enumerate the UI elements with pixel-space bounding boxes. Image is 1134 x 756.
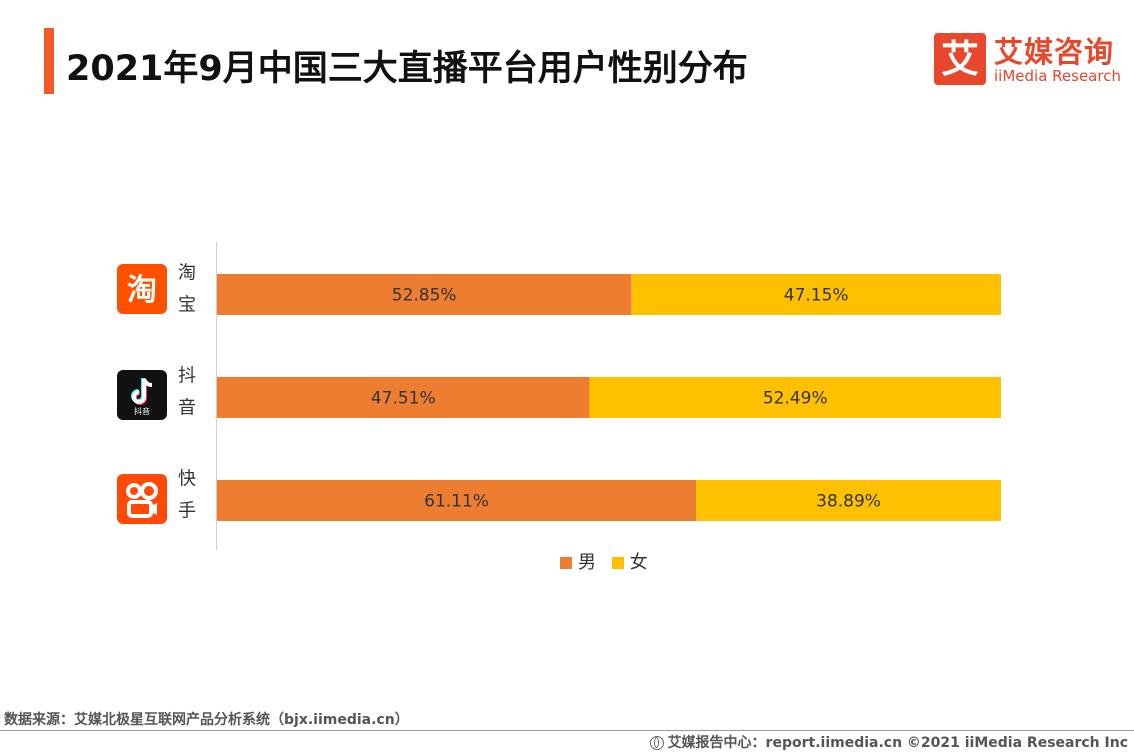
globe-icon (649, 736, 664, 750)
data-label: 38.89% (816, 492, 881, 512)
data-source-note: 数据来源：艾媒北极星互联网产品分析系统（bjx.iimedia.cn） (4, 712, 409, 728)
data-label: 52.85% (392, 286, 457, 306)
legend-item-female: 女 (611, 548, 648, 574)
data-label: 61.11% (424, 492, 489, 512)
category-label: 淘宝 (178, 263, 196, 316)
footer-divider (0, 730, 1134, 731)
bar-segment-male (217, 274, 632, 315)
category-label: 抖音 (178, 366, 196, 419)
bar-segment-female (589, 377, 1001, 418)
logo-mark: 艾 (934, 33, 986, 85)
legend-item-male: 男 (560, 548, 596, 574)
chart-legend: 男 女 (560, 548, 658, 574)
chart-title: 2021年9月中国三大直播平台用户性别分布 (66, 49, 748, 89)
taobao-icon: 淘 (117, 264, 167, 314)
taobao-icon-glyph: 淘 (127, 273, 157, 308)
douyin-icon-caption: 抖音 (134, 406, 150, 416)
legend-label-male: 男 (578, 552, 596, 573)
bar-segment-female (696, 480, 1001, 521)
data-label: 47.51% (371, 389, 436, 409)
iimedia-logo: 艾 艾媒咨询 iiMedia Research (934, 33, 1121, 89)
logo-name-cn: 艾媒咨询 (994, 35, 1115, 69)
logo-name-en: iiMedia Research (994, 67, 1121, 85)
kuaishou-icon (117, 474, 167, 524)
footer-text: 艾媒报告中心：report.iimedia.cn ©2021 iiMedia R… (667, 735, 1128, 751)
data-label: 47.15% (784, 286, 849, 306)
title-accent-bar (44, 28, 54, 94)
douyin-icon: 抖音 (117, 370, 167, 420)
bar-segment-male (217, 480, 697, 521)
legend-swatch-female (611, 557, 624, 569)
legend-label-female: 女 (629, 552, 648, 573)
category-label: 快手 (178, 469, 196, 522)
footer-copyright: 艾媒报告中心：report.iimedia.cn ©2021 iiMedia R… (649, 732, 1128, 752)
data-label: 52.49% (763, 389, 828, 409)
legend-swatch-male (560, 557, 572, 569)
bar-segment-female (631, 274, 1001, 315)
bar-segment-male (217, 377, 590, 418)
